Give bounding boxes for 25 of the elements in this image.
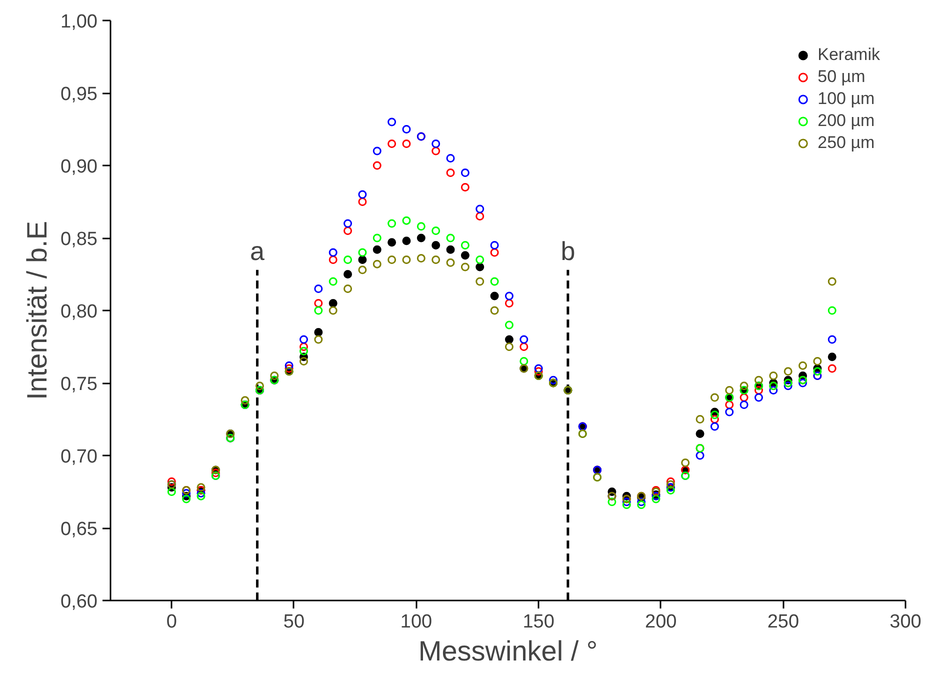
- x-tick-label: 250: [767, 612, 800, 632]
- y-axis-title: Intensität / b.E: [22, 220, 53, 400]
- x-tick-label: 50: [283, 612, 305, 632]
- y-tick-label: 0,80: [60, 302, 98, 322]
- y-tick-label: 1,00: [60, 12, 98, 32]
- x-axis-title: Messwinkel / °: [418, 636, 598, 666]
- y-tick-label: 0,75: [60, 374, 98, 395]
- legend-label: Keramik: [818, 45, 880, 65]
- y-tick-label: 0,65: [60, 519, 98, 540]
- x-tick-label: 300: [890, 612, 922, 632]
- legend-label: 200 µm: [818, 111, 875, 131]
- y-tick-label: 0,60: [60, 592, 98, 612]
- y-tick-label: 0,95: [60, 84, 98, 105]
- legend-label: 50 µm: [818, 67, 866, 87]
- y-tick-label: 0,70: [60, 446, 98, 468]
- ref-line-label: b: [560, 236, 576, 266]
- legend-label: 250 µm: [818, 133, 875, 153]
- y-tick-label: 0,90: [60, 156, 98, 178]
- ref-line-label: a: [250, 236, 266, 266]
- x-tick-label: 150: [522, 612, 554, 632]
- x-tick-label: 0: [166, 612, 177, 632]
- legend-label: 100 µm: [818, 89, 875, 109]
- x-tick-label: 100: [400, 612, 432, 632]
- y-tick-label: 0,85: [60, 229, 98, 250]
- x-tick-label: 200: [645, 612, 677, 632]
